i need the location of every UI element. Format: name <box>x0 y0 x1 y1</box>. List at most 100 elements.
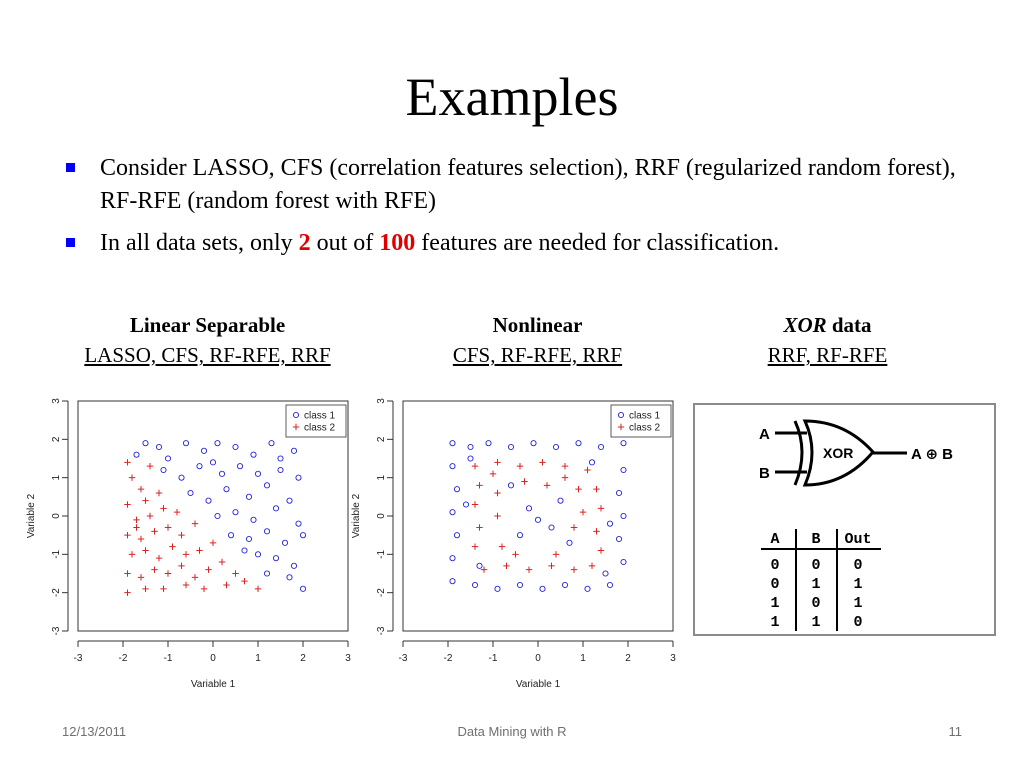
class-1-point <box>290 562 298 569</box>
class-2-point <box>570 524 578 531</box>
x-tick-label: 2 <box>625 653 631 664</box>
class-1-point <box>467 455 474 462</box>
y-tick-label: 0 <box>376 513 387 519</box>
class-1-point <box>160 466 167 474</box>
highlight-number: 100 <box>379 230 416 256</box>
footer-page-number: 11 <box>948 724 963 739</box>
class-1-point <box>534 516 542 523</box>
panel-title: Linear Separable <box>129 313 286 337</box>
y-tick-label: -2 <box>51 588 62 597</box>
class-2-point <box>588 562 596 570</box>
class-1-point <box>615 535 623 543</box>
class-2-point <box>512 551 519 558</box>
truth-table-cell: 0 <box>770 557 779 574</box>
class-1-point <box>557 497 564 504</box>
y-tick-label: 1 <box>376 474 387 480</box>
x-axis-label: Variable 1 <box>191 679 236 690</box>
class-2-point <box>191 574 199 581</box>
class-1-point <box>182 440 190 447</box>
legend-plus-icon <box>617 423 625 431</box>
class-2-point <box>137 485 145 493</box>
class-1-point <box>548 524 555 531</box>
class-2-point <box>142 497 149 504</box>
class-1-point <box>561 581 569 589</box>
class-2-point <box>151 566 158 573</box>
x-tick-label: -3 <box>399 653 408 664</box>
truth-table-cell: 0 <box>853 614 862 631</box>
class-2-point <box>128 474 136 481</box>
slide-title: Examples <box>405 67 619 127</box>
truth-table-cell: 1 <box>853 576 862 593</box>
class-2-point <box>178 531 185 539</box>
truth-table-cell: 0 <box>811 557 820 574</box>
scatter-plot-nonlinear: -3 -2 -1 0 1 2 3 -3 -2 -1 0 1 2 3 Variable 1 Variable 2… <box>347 395 677 700</box>
class-2-point <box>128 551 136 558</box>
legend-label: class 2 <box>629 423 661 434</box>
class-1-point <box>597 443 605 451</box>
class-1-point <box>178 474 185 481</box>
class-1-point <box>155 443 163 451</box>
class-2-point <box>124 501 131 508</box>
output-label: A ⊕ B <box>911 446 953 463</box>
class-1-point <box>449 555 456 562</box>
bullet-text-pre: In all data sets, only <box>100 230 299 256</box>
class-1-point <box>566 539 573 546</box>
scatter-svg-linear: -3 -2 -1 0 1 2 3 -3 -2 -1 0 1 2 3 Variable 1 Variable 2… <box>26 398 351 690</box>
class-2-point <box>124 531 131 539</box>
class-1-point <box>250 451 257 458</box>
class-1-point <box>462 501 470 508</box>
class-1-point <box>268 440 275 447</box>
y-tick-label: 2 <box>51 436 62 442</box>
class-1-point <box>277 455 284 462</box>
x-tick-label: -1 <box>489 653 498 664</box>
x-tick-label: 0 <box>210 653 216 664</box>
class-2-point <box>476 524 483 531</box>
xor-diagram: A B XOR A ⊕ B A B Out 0 0 0 0 1 1 1 0 1 1 1 0 <box>693 403 996 636</box>
class-1-point <box>449 440 456 447</box>
xor-gate-icon <box>802 419 875 487</box>
class-1-point <box>449 509 456 516</box>
x-tick-label: 3 <box>345 653 351 664</box>
class-1-point <box>223 486 230 493</box>
class-1-point <box>516 581 524 589</box>
class-1-point <box>133 451 140 458</box>
y-tick-label: -3 <box>51 626 62 635</box>
class-2-point <box>494 489 501 497</box>
class-2-point <box>494 512 501 520</box>
bullet-list: Consider LASSO, CFS (correlation feature… <box>60 152 960 269</box>
class-1-point <box>227 532 235 539</box>
class-1-point <box>552 443 560 451</box>
class-2-point <box>218 558 226 566</box>
class-2-point <box>146 462 154 470</box>
input-b-label: B <box>759 465 770 482</box>
bullet-text-mid: out of <box>310 230 380 256</box>
x-tick-label: -1 <box>164 653 173 664</box>
y-tick-label: 3 <box>51 398 62 404</box>
class-2-point <box>182 551 190 558</box>
legend-box <box>610 404 672 438</box>
legend-circle-icon <box>617 411 625 419</box>
truth-table-header: B <box>811 531 820 548</box>
y-tick-label: 1 <box>51 474 62 480</box>
class-1-point <box>290 447 298 454</box>
class-1-point <box>214 512 221 520</box>
x-tick-label: -3 <box>74 653 83 664</box>
bullet-text-post: features are needed for classification. <box>415 230 780 256</box>
class-2-point <box>570 566 578 573</box>
panel-title-italic: XOR <box>783 313 827 337</box>
class-2-point <box>191 520 199 527</box>
class-2-point <box>593 485 600 493</box>
class-2-point <box>471 501 479 508</box>
class-2-point <box>543 482 551 489</box>
truth-table-cell: 1 <box>770 614 779 631</box>
class-2-point <box>133 524 140 531</box>
class-1-point <box>575 440 582 447</box>
x-tick-label: 2 <box>300 653 306 664</box>
class-2-point <box>597 505 605 512</box>
class-1-point <box>232 443 239 451</box>
class-1-point <box>200 447 208 454</box>
square-bullet-icon <box>66 163 75 172</box>
class-2-point <box>525 566 533 573</box>
class-2-point <box>584 466 591 474</box>
class-2-point <box>160 585 167 593</box>
